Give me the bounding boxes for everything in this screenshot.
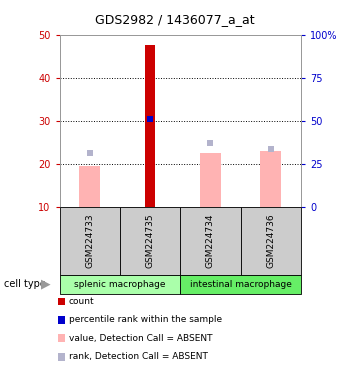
- Text: splenic macrophage: splenic macrophage: [74, 280, 166, 289]
- Text: cell type: cell type: [4, 279, 46, 289]
- Text: GSM224734: GSM224734: [206, 214, 215, 268]
- Text: count: count: [69, 297, 94, 306]
- Text: GDS2982 / 1436077_a_at: GDS2982 / 1436077_a_at: [95, 13, 255, 26]
- Text: GSM224733: GSM224733: [85, 214, 94, 268]
- Text: intestinal macrophage: intestinal macrophage: [190, 280, 292, 289]
- Bar: [79, 166, 100, 207]
- Text: GSM224736: GSM224736: [266, 214, 275, 268]
- Text: ▶: ▶: [41, 278, 50, 291]
- Bar: [200, 153, 221, 207]
- Text: rank, Detection Call = ABSENT: rank, Detection Call = ABSENT: [69, 352, 208, 361]
- Text: GSM224735: GSM224735: [146, 214, 155, 268]
- Text: value, Detection Call = ABSENT: value, Detection Call = ABSENT: [69, 334, 212, 343]
- Bar: [145, 45, 155, 207]
- Text: percentile rank within the sample: percentile rank within the sample: [69, 315, 222, 324]
- Bar: [260, 151, 281, 207]
